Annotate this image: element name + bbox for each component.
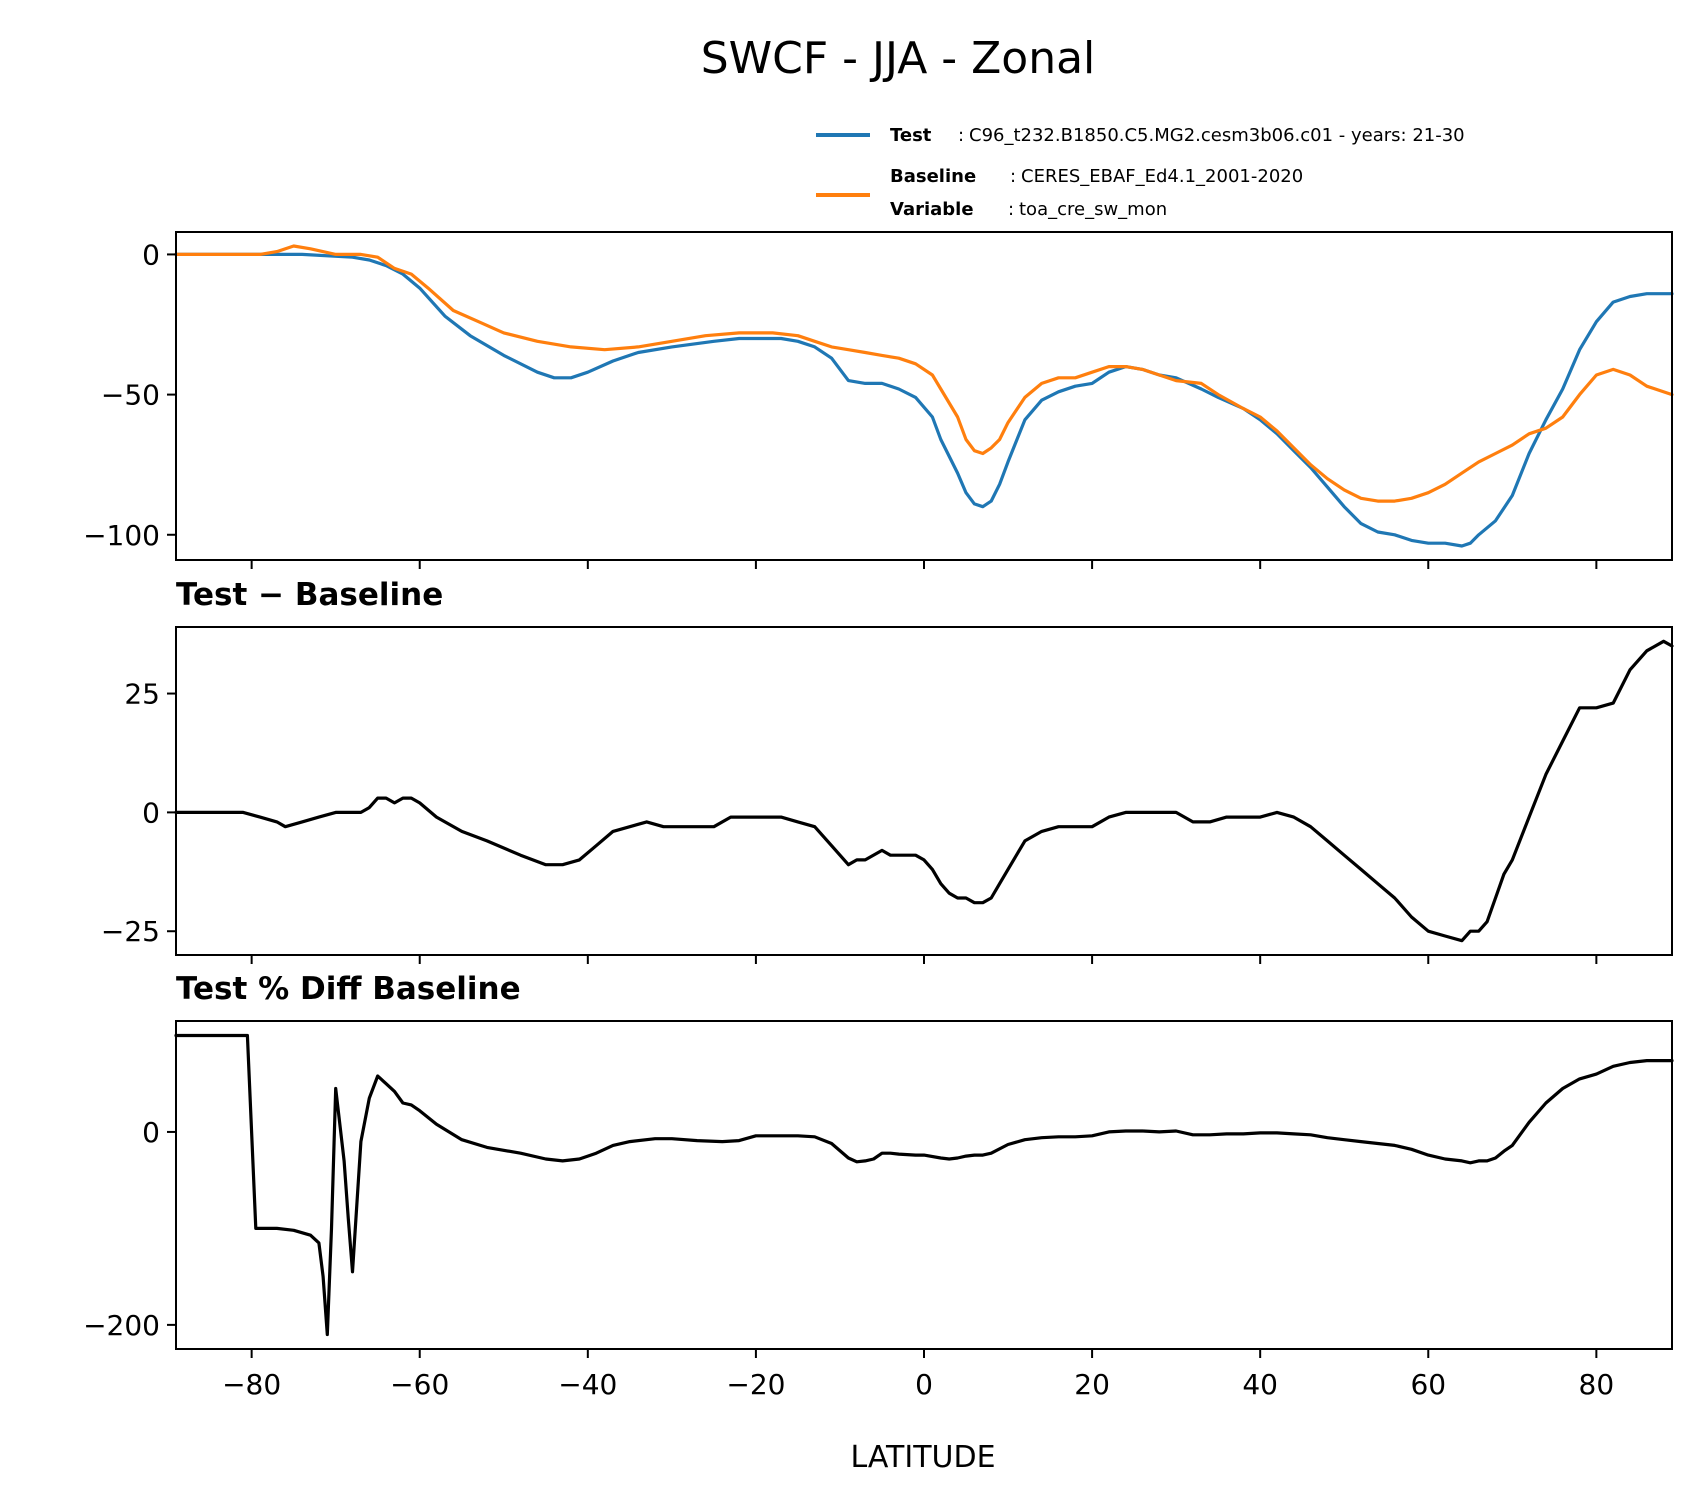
legend-baseline-key: Baseline — [890, 166, 976, 187]
legend-baseline-value: CERES_EBAF_Ed4.1_2001-2020 — [1021, 166, 1303, 187]
panel-title: Test % Diff Baseline — [176, 971, 521, 1007]
legend-test-value: C96_t232.B1850.C5.MG2.cesm3b06.c01 - yea… — [969, 125, 1465, 146]
y-tick-label: 25 — [124, 678, 160, 711]
x-tick-label: −40 — [558, 1368, 617, 1401]
panel-zonal-mean: −100 −50 0 — [83, 231, 1674, 569]
series-line-baseline — [174, 244, 1674, 503]
series-line-test — [174, 252, 1674, 548]
x-axis-label: LATITUDE — [850, 1440, 995, 1475]
figure-title: SWCF - JJA - Zonal — [701, 33, 1096, 84]
series-line-diff — [174, 1033, 1674, 1337]
x-tick-label: 40 — [1242, 1368, 1278, 1401]
x-tick-label: 60 — [1410, 1368, 1446, 1401]
legend-variable-key: Variable — [890, 199, 974, 220]
legend-test-colon: : — [958, 125, 964, 146]
legend-baseline-colon: : — [1010, 166, 1016, 187]
panel-title: Test − Baseline — [176, 577, 443, 613]
x-tick-label: −80 — [222, 1368, 281, 1401]
legend-test-key: Test — [890, 125, 932, 146]
legend: Test : C96_t232.B1850.C5.MG2.cesm3b06.c0… — [816, 125, 1465, 220]
series-line-diff — [174, 639, 1674, 943]
x-tick-label: 0 — [915, 1368, 933, 1401]
y-tick-label: −100 — [83, 519, 160, 552]
y-tick-label: 0 — [142, 238, 160, 271]
y-tick-label: −200 — [83, 1309, 160, 1342]
legend-variable-value: toa_cre_sw_mon — [1019, 199, 1167, 220]
x-tick-label: −60 — [390, 1368, 449, 1401]
x-tick-label: 20 — [1074, 1368, 1110, 1401]
y-tick-label: 0 — [142, 796, 160, 829]
panel-test-minus-baseline: −25 0 25 Test − Baseline — [101, 577, 1674, 964]
y-tick-label: 0 — [142, 1116, 160, 1149]
legend-variable-colon: : — [1008, 199, 1014, 220]
x-tick-label: 80 — [1579, 1368, 1615, 1401]
x-tick-label: −20 — [726, 1368, 785, 1401]
y-tick-label: −25 — [101, 915, 160, 948]
y-tick-label: −50 — [101, 379, 160, 412]
